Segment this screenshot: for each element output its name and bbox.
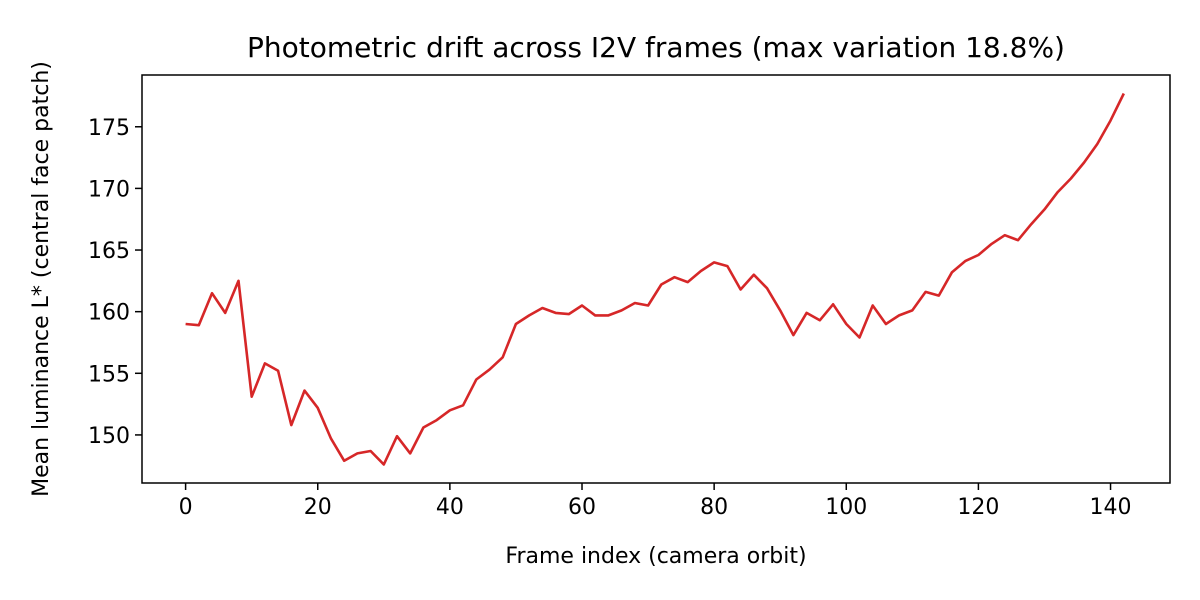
chart-title: Photometric drift across I2V frames (max… — [247, 31, 1065, 64]
x-tick-label: 60 — [568, 495, 596, 520]
x-tick-label: 40 — [436, 495, 464, 520]
x-tick-label: 0 — [179, 495, 193, 520]
x-tick-label: 80 — [700, 495, 728, 520]
y-axis-label: Mean luminance L* (central face patch) — [29, 61, 54, 497]
y-tick-label: 160 — [88, 301, 130, 326]
y-axis: 150 155 160 165 170 175 — [88, 116, 142, 449]
y-tick-label: 170 — [88, 177, 130, 202]
y-tick-label: 165 — [88, 239, 130, 264]
x-tick-label: 140 — [1090, 495, 1132, 520]
plot-area — [185, 92, 1125, 466]
y-tick-label: 155 — [88, 362, 130, 387]
x-tick-label: 100 — [825, 495, 867, 520]
series-line-0 — [185, 92, 1125, 466]
y-tick-label: 150 — [88, 424, 130, 449]
y-tick-label: 175 — [88, 116, 130, 141]
x-tick-label: 20 — [304, 495, 332, 520]
plot-frame — [141, 74, 1171, 484]
x-tick-label: 120 — [957, 495, 999, 520]
x-axis-label: Frame index (camera orbit) — [505, 544, 806, 569]
x-axis: 0 20 40 60 80 100 120 140 — [179, 483, 1132, 520]
